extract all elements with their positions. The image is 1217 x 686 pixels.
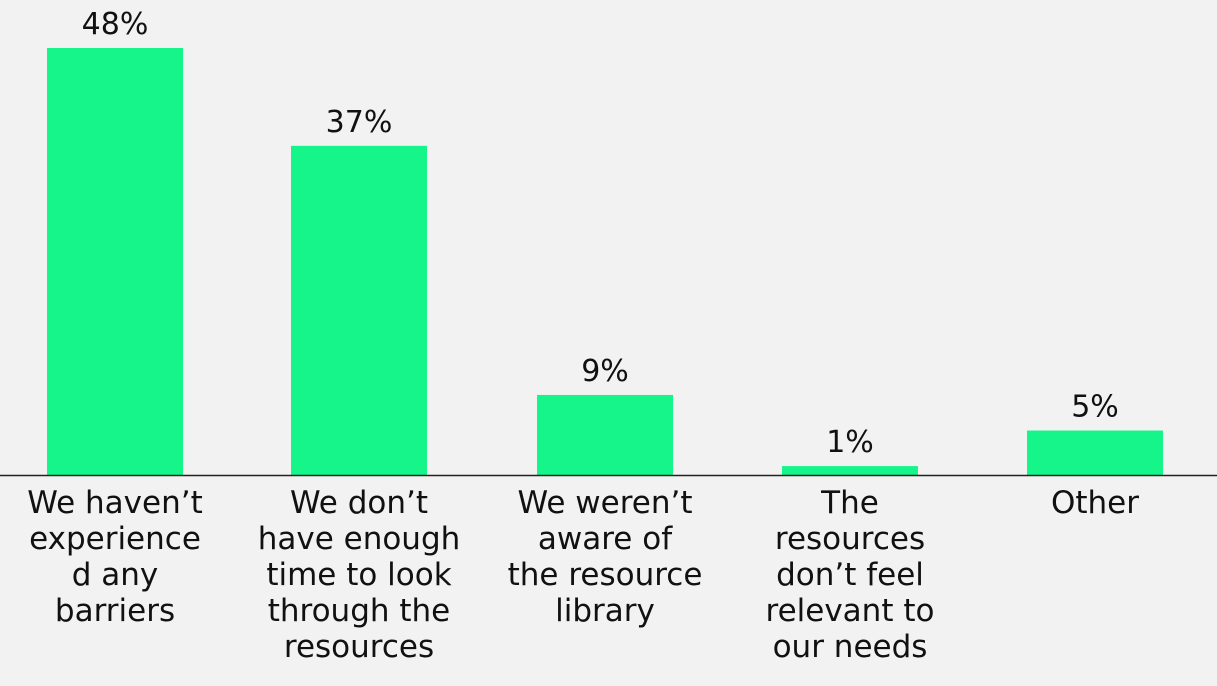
category-label-line: experience — [0, 521, 235, 557]
category-label-line: barriers — [0, 593, 235, 629]
category-label-line: resources — [730, 521, 970, 557]
data-label-3: 9% — [581, 354, 629, 389]
bar-4 — [782, 466, 918, 475]
category-label-line: the resource — [485, 557, 725, 593]
data-label-1: 48% — [82, 7, 149, 42]
data-label-2: 37% — [326, 105, 393, 140]
category-label-line: resources — [239, 629, 479, 665]
category-label-line: don’t feel — [730, 557, 970, 593]
category-label-3: We weren’t aware of the resource library — [485, 485, 725, 629]
category-label-line: time to look — [239, 557, 479, 593]
bar-5 — [1027, 431, 1163, 475]
bar-2 — [291, 146, 427, 475]
category-label-2: We don’t have enough time to look through t… — [239, 485, 479, 665]
data-label-5: 5% — [1071, 390, 1119, 425]
category-label-line: through the — [239, 593, 479, 629]
category-label-line: d any — [0, 557, 235, 593]
category-label-line: have enough — [239, 521, 479, 557]
category-label-5: Other — [975, 485, 1215, 521]
category-label-line: We weren’t — [485, 485, 725, 521]
category-label-line: aware of — [485, 521, 725, 557]
category-label-4: The resources don’t feel relevant to our nee… — [730, 485, 970, 665]
category-label-line: relevant to — [730, 593, 970, 629]
category-label-line: Other — [975, 485, 1215, 521]
category-label-1: We haven’t experience d any barriers — [0, 485, 235, 629]
category-label-line: We haven’t — [0, 485, 235, 521]
category-label-line: our needs — [730, 629, 970, 665]
bar-3 — [537, 395, 673, 475]
category-label-line: We don’t — [239, 485, 479, 521]
data-label-4: 1% — [826, 425, 874, 460]
bar-1 — [47, 48, 183, 475]
category-label-line: The — [730, 485, 970, 521]
category-label-line: library — [485, 593, 725, 629]
